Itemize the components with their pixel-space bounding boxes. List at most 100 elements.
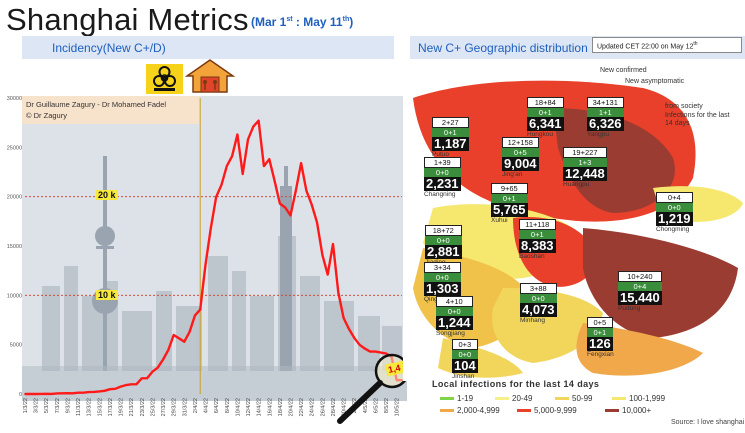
data-point [56, 392, 58, 395]
x-tick-label: 11/3/22 [76, 398, 82, 416]
updated-sup: th [693, 41, 698, 47]
x-tick-label: 24/4/22 [310, 398, 316, 416]
house-lockdown-icon [184, 58, 236, 94]
district-name: Changning [424, 191, 456, 198]
district-name: Huangpu [563, 181, 590, 188]
data-point [125, 384, 127, 386]
legend-swatch [555, 397, 569, 401]
data-point [172, 334, 175, 336]
data-point [98, 390, 101, 393]
data-point [156, 366, 159, 369]
district-new-asymptomatic: 0+0 [424, 168, 461, 177]
data-point [77, 391, 79, 394]
district-new-asymptomatic: 0+0 [656, 203, 693, 212]
data-point [109, 388, 111, 391]
district-name: Yangpu [587, 131, 609, 138]
district-name: Pudong [618, 305, 641, 312]
data-point [247, 138, 249, 141]
annotation-20k: 20 k [96, 190, 118, 200]
data-point [119, 385, 122, 388]
data-point [167, 348, 170, 351]
right-panel-title: New C+ Geographic distribution [418, 41, 588, 55]
district-total: 9,004 [504, 156, 537, 171]
data-point [114, 387, 117, 390]
district-new-confirmed: 2+27 [432, 117, 469, 128]
y-tick-label: 0 [19, 392, 22, 398]
district-label: 0+5 0+1 126 [587, 317, 613, 351]
district-name: Hongkou [527, 131, 554, 138]
skyline-background [22, 96, 407, 401]
annotation-new-asymptomatic: New asymptomatic [625, 78, 685, 85]
district-new-confirmed: 3+34 [424, 262, 461, 273]
data-point [326, 273, 329, 276]
data-point [353, 336, 356, 339]
data-point [337, 291, 340, 294]
x-tick-label: 22/4/22 [299, 398, 305, 416]
district-total: 126 [589, 336, 611, 351]
data-point [332, 243, 334, 245]
x-tick-label: 6/4/22 [214, 398, 220, 413]
x-tick-label: 14/4/22 [257, 398, 263, 416]
data-point [215, 195, 218, 198]
district-new-asymptomatic: 0+1 [587, 328, 613, 337]
district-new-confirmed: 34+131 [587, 97, 624, 108]
legend-label: 20-49 [512, 394, 533, 403]
district-total: 6,341 [529, 116, 562, 131]
district-label: 2+27 0+1 1,187 [432, 117, 469, 151]
data-point [183, 340, 186, 343]
district-total: 12,448 [565, 166, 605, 181]
district-label: 9+65 0+1 5,765 [491, 183, 528, 217]
district-label: 3+88 0+0 4,073 [520, 283, 557, 317]
district-label: 4+10 0+0 1,244 [436, 296, 473, 330]
district-total: 4,073 [522, 302, 555, 317]
x-tick-label: 2/4/22 [193, 398, 199, 413]
legend-swatch [517, 409, 531, 413]
district-label: 0+3 0+0 104 [452, 339, 478, 373]
district-total: 15,440 [620, 290, 660, 305]
x-tick-label: 28/4/22 [331, 398, 337, 416]
district-new-asymptomatic: 0+1 [432, 128, 469, 137]
district-new-asymptomatic: 0+1 [491, 194, 528, 203]
legend-swatch [612, 397, 626, 401]
x-tick-label: 1/3/22 [23, 398, 29, 413]
data-point [194, 314, 196, 317]
data-point [273, 180, 276, 182]
x-tick-label: 30/4/22 [342, 398, 348, 416]
district-label: 1+39 0+0 2,231 [424, 157, 461, 191]
district-label: 18+84 0+1 6,341 [527, 97, 564, 131]
district-total: 6,326 [589, 116, 622, 131]
district-new-confirmed: 19+227 [563, 147, 607, 158]
district-new-confirmed: 10+240 [618, 271, 662, 282]
x-tick-label: 17/3/22 [108, 398, 114, 416]
legend-label: 5,000-9,999 [534, 406, 577, 415]
page-title: Shanghai Metrics [6, 2, 249, 37]
legend-swatch [440, 409, 454, 413]
district-label: 10+240 0+4 15,440 [618, 271, 662, 305]
district-new-asymptomatic: 0+0 [520, 294, 557, 303]
district-label: 19+227 1+3 12,448 [563, 147, 607, 181]
x-tick-label: 10/5/22 [395, 398, 401, 416]
x-tick-label: 9/3/22 [65, 398, 71, 413]
data-point [24, 393, 26, 395]
data-point [305, 189, 308, 192]
x-tick-label: 4/5/22 [363, 398, 369, 413]
district-total: 104 [454, 358, 476, 373]
author-copyright: © Dr Zagury [26, 111, 67, 120]
legend-item: 2,000-4,999 [440, 406, 500, 415]
district-new-asymptomatic: 0+0 [452, 350, 478, 359]
y-tick-label: 10000 [7, 293, 22, 299]
subtitle-end: ) [349, 15, 354, 29]
data-point [29, 393, 32, 395]
data-point [310, 203, 313, 206]
x-tick-label: 8/4/22 [225, 398, 231, 413]
district-new-confirmed: 4+10 [436, 296, 473, 307]
y-tick-label: 25000 [7, 145, 22, 151]
legend-label: 2,000-4,999 [457, 406, 500, 415]
district-name: Qingpu [424, 296, 445, 303]
legend-label: 1-19 [457, 394, 474, 403]
data-point [140, 377, 143, 380]
district-new-confirmed: 18+72 [425, 225, 462, 236]
district-total: 1,187 [434, 136, 467, 151]
x-tick-label: 3/3/22 [34, 398, 40, 413]
data-point [225, 165, 228, 167]
